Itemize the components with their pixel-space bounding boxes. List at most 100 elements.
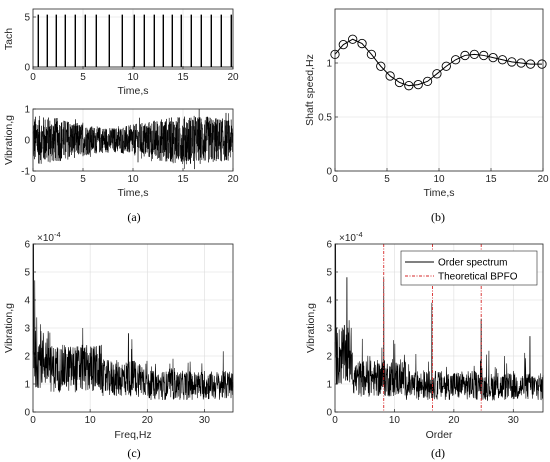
y-axis-label: Vibration,g: [305, 303, 317, 353]
x-ticks: 0 10 20 30: [30, 409, 210, 426]
y-axis-label: Shaft speed,Hz: [304, 54, 316, 126]
exponent-label: ×10-4: [339, 230, 363, 244]
data-point: [507, 57, 517, 67]
spectrum-trace: [32, 243, 234, 400]
data-point: [450, 55, 461, 65]
y-tick-label: 2: [24, 352, 30, 363]
exponent-label: ×10-4: [37, 230, 61, 244]
x-tick-label: 30: [199, 415, 211, 426]
y-ticks: 0 1 2 3 4 5 6: [326, 240, 338, 419]
data-point: [432, 69, 442, 79]
x-tick-label: 20: [448, 415, 460, 426]
caption-b: (b): [431, 210, 445, 224]
panel-c-frequency-spectrum: 0 10 20 30 0 1 2 3 4 5 6 ×10-4 Freq,Hz Vibration,…: [3, 230, 234, 441]
x-ticks: 0 5 10 15 20: [30, 168, 239, 185]
data-point: [479, 50, 489, 61]
y-ticks: 00.51: [318, 59, 338, 178]
data-point: [469, 49, 480, 60]
shaft-speed-series: [330, 34, 547, 91]
x-tick-label: 30: [508, 415, 520, 426]
y-ticks: 0 1 2 3 4 5 6: [24, 240, 36, 419]
panel-a-vibration: 0 5 10 15 20 -101 Time,s Vibration,g: [3, 105, 239, 200]
x-tick-label: 10: [389, 415, 401, 426]
x-tick-label: 10: [85, 415, 97, 426]
legend-entry-order-spectrum: Order spectrum: [438, 258, 507, 269]
data-point: [338, 39, 348, 50]
x-tick-label: 0: [30, 72, 36, 83]
panel-a-tach: 0 5 10 15 20 05 Time,s Tach: [3, 8, 239, 97]
x-tick-label: 5: [80, 72, 86, 83]
x-tick-label: 10: [127, 174, 139, 185]
x-tick-label: 0: [332, 415, 338, 426]
x-tick-label: 20: [142, 415, 154, 426]
x-axis-label: Time,s: [117, 85, 148, 97]
spectrum-series: [32, 243, 234, 400]
legend-entry-bpfo: Theoretical BPFO: [438, 272, 518, 283]
data-point: [394, 77, 405, 88]
tach-series: [33, 14, 233, 68]
y-tick-label: 1: [24, 380, 30, 391]
y-tick-label: 1: [326, 59, 332, 70]
vibration-series: [32, 108, 234, 170]
x-ticks: 0 5 10 15 20: [30, 66, 239, 83]
caption-c: (c): [127, 446, 140, 460]
y-tick-label: 0.5: [318, 113, 332, 124]
data-point: [516, 58, 526, 68]
y-tick-label: 1: [326, 380, 332, 391]
data-point: [497, 55, 508, 65]
x-tick-label: 15: [485, 174, 497, 185]
x-tick-label: 5: [384, 174, 390, 185]
y-tick-label: 4: [326, 296, 332, 307]
data-point: [357, 38, 367, 49]
x-tick-label: 0: [30, 174, 36, 185]
panel-d-order-spectrum: 0 10 20 30 0 1 2 3 4 5 6 ×10-4 Order spectrum The…: [305, 230, 544, 441]
x-axis-label: Freq,Hz: [114, 429, 151, 441]
legend: Order spectrum Theoretical BPFO: [400, 250, 538, 286]
x-tick-label: 20: [227, 174, 239, 185]
y-axis-label: Vibration,g: [3, 115, 15, 165]
y-tick-label: 4: [24, 296, 30, 307]
x-ticks: 0 10 20 30: [332, 409, 519, 426]
data-point: [348, 34, 358, 44]
data-point: [413, 79, 423, 90]
data-point: [537, 59, 547, 69]
y-tick-label: 0: [24, 408, 30, 419]
x-axis-label: Order: [426, 429, 453, 441]
y-tick-label: 2: [326, 352, 332, 363]
y-tick-label: 0: [326, 408, 332, 419]
vibration-trace: [32, 108, 234, 170]
y-tick-label: 0: [24, 63, 30, 74]
x-tick-label: 10: [433, 174, 445, 185]
y-axis-label: Tach: [3, 28, 15, 50]
panel-b-shaft-speed: 0 5 10 15 20 00.51 Time,s Shaft speed,Hz: [304, 8, 549, 199]
y-tick-label: 3: [326, 324, 332, 335]
x-tick-label: 15: [177, 72, 189, 83]
data-point: [422, 76, 433, 87]
y-tick-label: 5: [24, 268, 30, 279]
y-tick-label: 5: [24, 13, 30, 24]
data-point: [488, 52, 498, 63]
data-point: [366, 49, 377, 60]
order-spectrum-series: [334, 243, 544, 402]
y-axis-label: Vibration,g: [3, 303, 15, 353]
data-point: [525, 59, 536, 69]
data-point: [404, 81, 414, 91]
x-axis-label: Time,s: [423, 187, 454, 199]
order-spectrum-trace: [334, 243, 544, 402]
y-tick-label: 0: [24, 136, 30, 147]
x-tick-label: 15: [177, 174, 189, 185]
legend-box: [400, 250, 538, 286]
x-tick-label: 0: [30, 415, 36, 426]
data-point: [376, 61, 386, 71]
y-ticks: 05: [24, 13, 36, 74]
shaft-speed-line: [334, 38, 542, 87]
y-tick-label: -1: [21, 167, 30, 178]
y-tick-label: 0: [326, 167, 332, 178]
x-tick-label: 0: [332, 174, 338, 185]
caption-d: (d): [431, 446, 445, 460]
y-tick-label: 1: [24, 105, 30, 116]
data-point: [460, 50, 470, 61]
x-ticks: 0 5 10 15 20: [332, 168, 549, 185]
data-point: [385, 71, 395, 81]
